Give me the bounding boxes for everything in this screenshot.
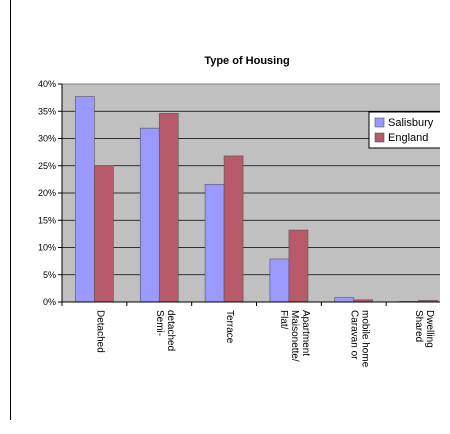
- category-label: Terrace: [224, 310, 235, 344]
- bar-salisbury-2: [204, 183, 225, 303]
- bar-salisbury-1: [139, 127, 160, 303]
- bar-england-1: [158, 113, 179, 303]
- legend-label: England: [388, 132, 428, 144]
- bar-salisbury-4: [334, 297, 355, 303]
- category-label: Dwelling: [424, 310, 435, 348]
- legend-swatch: [374, 117, 385, 128]
- legend-label: Salisbury: [388, 117, 434, 129]
- category-label: Flat/: [278, 310, 289, 330]
- category-label: Shared: [413, 310, 424, 342]
- category-label: detached: [165, 310, 176, 351]
- y-tick-label: 40%: [38, 79, 56, 89]
- y-tick-label: 35%: [38, 106, 56, 116]
- category-label: Maisonette/: [289, 310, 300, 362]
- bar-england-2: [223, 155, 244, 303]
- gridlines: [58, 83, 450, 303]
- legend-swatch: [374, 132, 385, 143]
- category-label: Detached: [94, 310, 105, 353]
- y-tick-labels: 0% 5% 10% 15% 20% 25% 30% 35% 40%: [38, 79, 56, 307]
- y-tick-label: 25%: [38, 161, 56, 171]
- bar-chart-svg: Type of Housing 0% 5% 10% 15% 20% 25% 30% 35% 40…: [38, 55, 450, 368]
- category-labels: Detached Semi-detached Terrace Flat/Maisone…: [94, 310, 435, 368]
- category-label: Semi-: [154, 310, 165, 336]
- y-tick-label: 5%: [43, 270, 56, 280]
- y-tick-label: 0%: [43, 297, 56, 307]
- bar-england-3: [288, 229, 309, 303]
- y-tick-label: 15%: [38, 215, 56, 225]
- page-left-rule: [10, 0, 11, 420]
- legend: Salisbury England: [368, 111, 444, 149]
- category-label: mobile home: [359, 310, 370, 368]
- bar-england-0: [94, 165, 114, 303]
- bar-salisbury-3: [269, 258, 290, 303]
- y-tick-label: 20%: [38, 188, 56, 198]
- bar-salisbury-0: [75, 96, 95, 303]
- y-tick-label: 30%: [38, 134, 56, 144]
- axes: [61, 84, 450, 306]
- housing-chart: Type of Housing 0% 5% 10% 15% 20% 25% 30% 35% 40…: [14, 28, 450, 408]
- y-tick-label: 10%: [38, 243, 56, 253]
- category-label: Caravan or: [348, 310, 359, 360]
- chart-title: Type of Housing: [204, 55, 289, 67]
- category-label: Apartment: [300, 310, 311, 356]
